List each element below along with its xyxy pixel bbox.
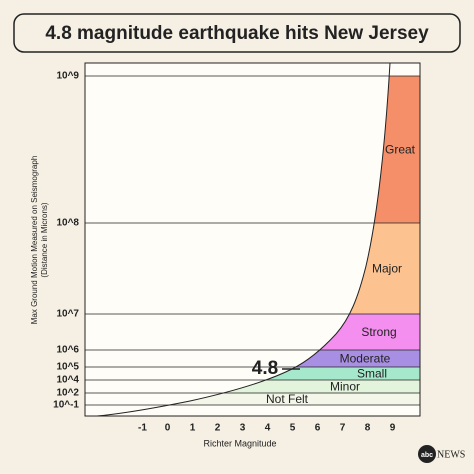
band-label: Minor	[330, 380, 360, 394]
y-tick-label: 10^5	[56, 362, 79, 373]
band-label: Small	[357, 367, 387, 381]
band-label: Great	[385, 143, 416, 157]
band-label: Major	[372, 262, 402, 276]
curve-mask	[85, 63, 390, 416]
y-tick-label: 10^6	[56, 345, 79, 356]
y-tick-label: 10^7	[56, 309, 79, 320]
y-tick-label: 10^2	[56, 388, 79, 399]
logo-circle	[418, 445, 436, 463]
logo-text: NEWS	[437, 449, 465, 460]
x-tick-label: 9	[390, 423, 396, 434]
annotation: 4.8	[252, 358, 278, 379]
y-axis-label: Max Ground Motion Measured on Seismograp…	[30, 156, 39, 325]
x-tick-label: 7	[340, 423, 346, 434]
x-tick-label: 5	[290, 423, 296, 434]
y-tick-label: 10^9	[56, 71, 79, 82]
x-tick-label: 3	[240, 423, 246, 434]
x-tick-label: 8	[365, 423, 371, 434]
x-tick-label: 1	[190, 423, 196, 434]
y-tick-label: 10^4	[56, 375, 79, 386]
grid	[85, 75, 420, 406]
y-tick-label: 10^8	[56, 218, 79, 229]
y-tick-label: 10^-1	[53, 400, 79, 411]
band-label: Moderate	[340, 352, 391, 366]
x-tick-label: 2	[215, 423, 221, 434]
band-label: Strong	[361, 325, 396, 339]
plot-frame	[84, 62, 421, 417]
x-axis-label: Richter Magnitude	[203, 438, 276, 448]
x-tick-label: 4	[265, 423, 271, 434]
x-tick-label: -1	[138, 423, 147, 434]
title-box	[13, 13, 461, 53]
band-label: Not Felt	[266, 392, 309, 406]
curve	[96, 62, 391, 417]
chart-title: 4.8 magnitude earthquake hits New Jersey	[45, 23, 429, 44]
y-axis-label: (Distance in Microns)	[40, 202, 49, 277]
logo: abc	[421, 452, 433, 459]
x-tick-label: 6	[315, 423, 321, 434]
x-tick-label: 0	[165, 423, 171, 434]
